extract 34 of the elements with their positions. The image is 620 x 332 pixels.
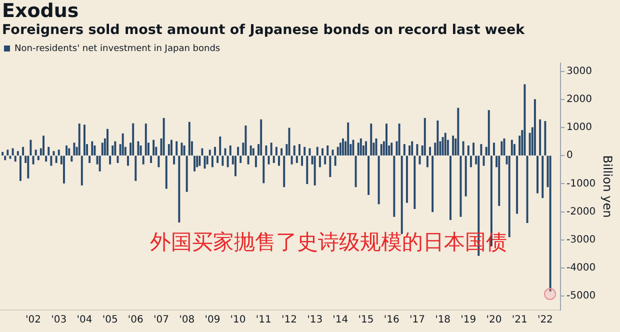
x-tick-label: '14 <box>332 314 348 326</box>
x-tick-label: '13 <box>307 314 323 326</box>
x-tick-label: '03 <box>51 314 67 326</box>
y-tick-label: 3000 <box>566 66 592 78</box>
x-tick-label: '20 <box>486 314 502 326</box>
x-tick-label: '07 <box>154 314 169 326</box>
x-tick-label: '11 <box>256 314 272 326</box>
y-tick-label: -1000 <box>566 178 596 190</box>
x-tick-label: '16 <box>384 314 400 326</box>
x-tick-label: '22 <box>537 314 553 326</box>
y-tick-label: -4000 <box>566 262 596 274</box>
y-tick-label: -3000 <box>566 234 596 246</box>
chart-subtitle: Foreigners sold most amount of Japanese bonds on record last week <box>2 22 525 39</box>
x-tick-label: '10 <box>230 314 246 326</box>
x-tick-label: '15 <box>358 314 374 326</box>
x-tick-label: '18 <box>435 314 451 326</box>
x-tick-label: '08 <box>179 314 195 326</box>
y-tick-label: 1000 <box>566 122 592 134</box>
x-tick-label: '09 <box>204 314 220 326</box>
x-tick-label: '21 <box>512 314 528 326</box>
y-tick-label: 0 <box>566 150 573 162</box>
x-tick-label: '02 <box>26 314 42 326</box>
x-tick-label: '04 <box>76 314 92 326</box>
y-tick-label: -5000 <box>566 290 596 302</box>
x-tick-label: '05 <box>102 314 118 326</box>
y-tick-label: -2000 <box>566 206 596 218</box>
legend-label: Non-residents' net investment in Japan bonds <box>14 44 220 54</box>
chart-title: Exodus <box>2 0 79 22</box>
x-tick-label: '17 <box>409 314 425 326</box>
x-tick-label: '19 <box>460 314 476 326</box>
y-tick-label: 2000 <box>566 94 592 106</box>
x-tick-label: '12 <box>281 314 297 326</box>
y-axis-title: Billion yen <box>600 155 615 218</box>
x-tick-label: '06 <box>128 314 144 326</box>
